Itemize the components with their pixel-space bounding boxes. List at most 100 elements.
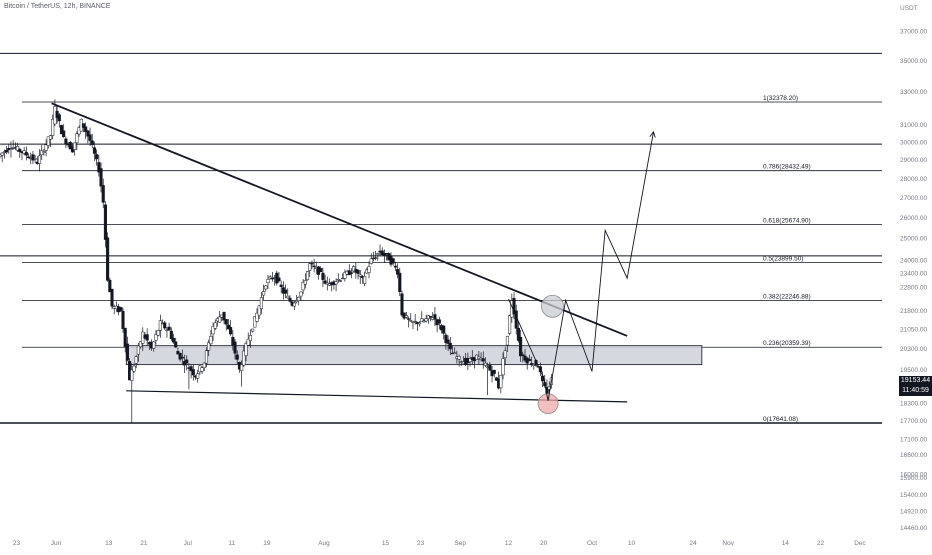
y-axis-tick-label: 14920.00: [900, 509, 927, 516]
candle-down: [356, 269, 360, 274]
y-axis-tick-label: 23400.00: [900, 271, 927, 278]
candle-down: [481, 358, 485, 362]
y-axis-tick-label: 27000.00: [900, 195, 927, 202]
candle-up: [204, 350, 209, 364]
candle-down: [31, 154, 35, 161]
x-axis-tick-label: Sep: [454, 540, 466, 547]
candle-up: [268, 276, 272, 279]
candle-up: [334, 281, 338, 285]
candle-up: [48, 135, 53, 140]
candle-down: [400, 293, 404, 316]
x-axis-tick-label: 22: [817, 540, 825, 547]
x-axis-tick-label: 23: [13, 540, 21, 547]
fib-level-label: 0.786(28432.49): [763, 164, 811, 171]
x-axis-tick-label: Aug: [318, 540, 330, 547]
y-axis-tick-label: 16000.00: [900, 472, 927, 479]
candle-up: [240, 364, 244, 372]
candle-up: [303, 280, 307, 285]
candle-down: [446, 339, 450, 344]
candle-up: [266, 279, 270, 283]
y-axis-tick-label: 15400.00: [900, 492, 927, 499]
candle-up: [46, 136, 50, 146]
resistance-trendline: [51, 102, 628, 337]
y-axis-tick-label: 20300.00: [900, 346, 927, 353]
candle-down: [90, 140, 94, 145]
candle-down: [530, 363, 534, 365]
x-axis-tick-label: 19: [263, 540, 271, 547]
x-axis-tick-label: 20: [540, 540, 548, 547]
x-axis-tick-label: 23: [417, 540, 425, 547]
candle-down: [437, 319, 441, 324]
x-axis-tick-label: 24: [689, 540, 697, 547]
y-axis-tick-label: 21800.00: [900, 308, 927, 315]
candle-down: [125, 343, 129, 361]
fib-level-label: 0.5(23899.50): [763, 256, 803, 263]
y-axis-tick-label: 16600.00: [900, 452, 927, 459]
candle-up: [207, 342, 211, 351]
candle-down: [444, 334, 448, 344]
candle-up: [477, 356, 481, 360]
candle-up: [42, 151, 46, 153]
candle-up: [196, 373, 200, 379]
candle-up: [0, 154, 2, 157]
candle-down: [185, 359, 189, 364]
candle-up: [367, 266, 371, 273]
y-axis-tick-label: 14460.00: [900, 525, 927, 532]
countdown-label: 11:40:59: [899, 386, 932, 396]
support-zone: [125, 345, 703, 366]
y-axis-tick-label: 29000.00: [900, 157, 927, 164]
candle-up: [251, 328, 255, 332]
candle-down: [99, 168, 103, 187]
candle-up: [299, 291, 303, 297]
x-axis-tick-label: Jun: [51, 540, 62, 547]
candle-up: [418, 322, 422, 325]
candle-down: [123, 327, 127, 347]
x-axis-tick-label: 11: [228, 540, 235, 547]
candle-down: [407, 318, 411, 320]
candle-down: [62, 130, 66, 137]
candle-down: [488, 364, 492, 371]
candle-down: [396, 269, 400, 275]
candle-up: [499, 375, 503, 389]
candle-down: [428, 316, 433, 318]
candle-down: [121, 310, 125, 329]
candle-up: [503, 350, 507, 358]
candle-down: [189, 366, 193, 372]
candle-down: [57, 114, 61, 122]
candle-down: [349, 272, 354, 274]
candle-up: [218, 316, 222, 323]
y-axis-tick-label: 31000.00: [900, 122, 927, 129]
candle-up: [376, 253, 380, 255]
candle-up: [505, 335, 509, 346]
candle-down: [59, 125, 64, 135]
candle-down: [26, 156, 31, 159]
candle-up: [343, 272, 347, 279]
y-axis-tick-label: 22800.00: [900, 284, 927, 291]
x-axis-tick-label: 21: [140, 540, 148, 547]
candle-up: [211, 326, 215, 335]
x-axis-tick-label: Oct: [587, 540, 597, 547]
candle-down: [393, 265, 397, 268]
candle-down: [310, 263, 314, 265]
candle-down: [106, 237, 110, 281]
red-highlight-circle: [537, 393, 559, 415]
candle-up: [134, 356, 138, 364]
candle-down: [519, 336, 523, 357]
candle-up: [209, 335, 213, 345]
candle-up: [424, 318, 428, 322]
candle-up: [44, 144, 48, 151]
candle-up: [73, 142, 77, 150]
candle-up: [409, 320, 413, 322]
candle-down: [284, 289, 288, 294]
candle-up: [248, 334, 252, 342]
candle-down: [235, 354, 239, 360]
candle-up: [259, 297, 263, 309]
x-axis-tick-label: 14: [782, 540, 790, 547]
candle-up: [200, 367, 204, 372]
candle-up: [262, 291, 266, 296]
candle-up: [51, 118, 55, 136]
candle-down: [233, 341, 237, 354]
candle-down: [191, 369, 195, 376]
